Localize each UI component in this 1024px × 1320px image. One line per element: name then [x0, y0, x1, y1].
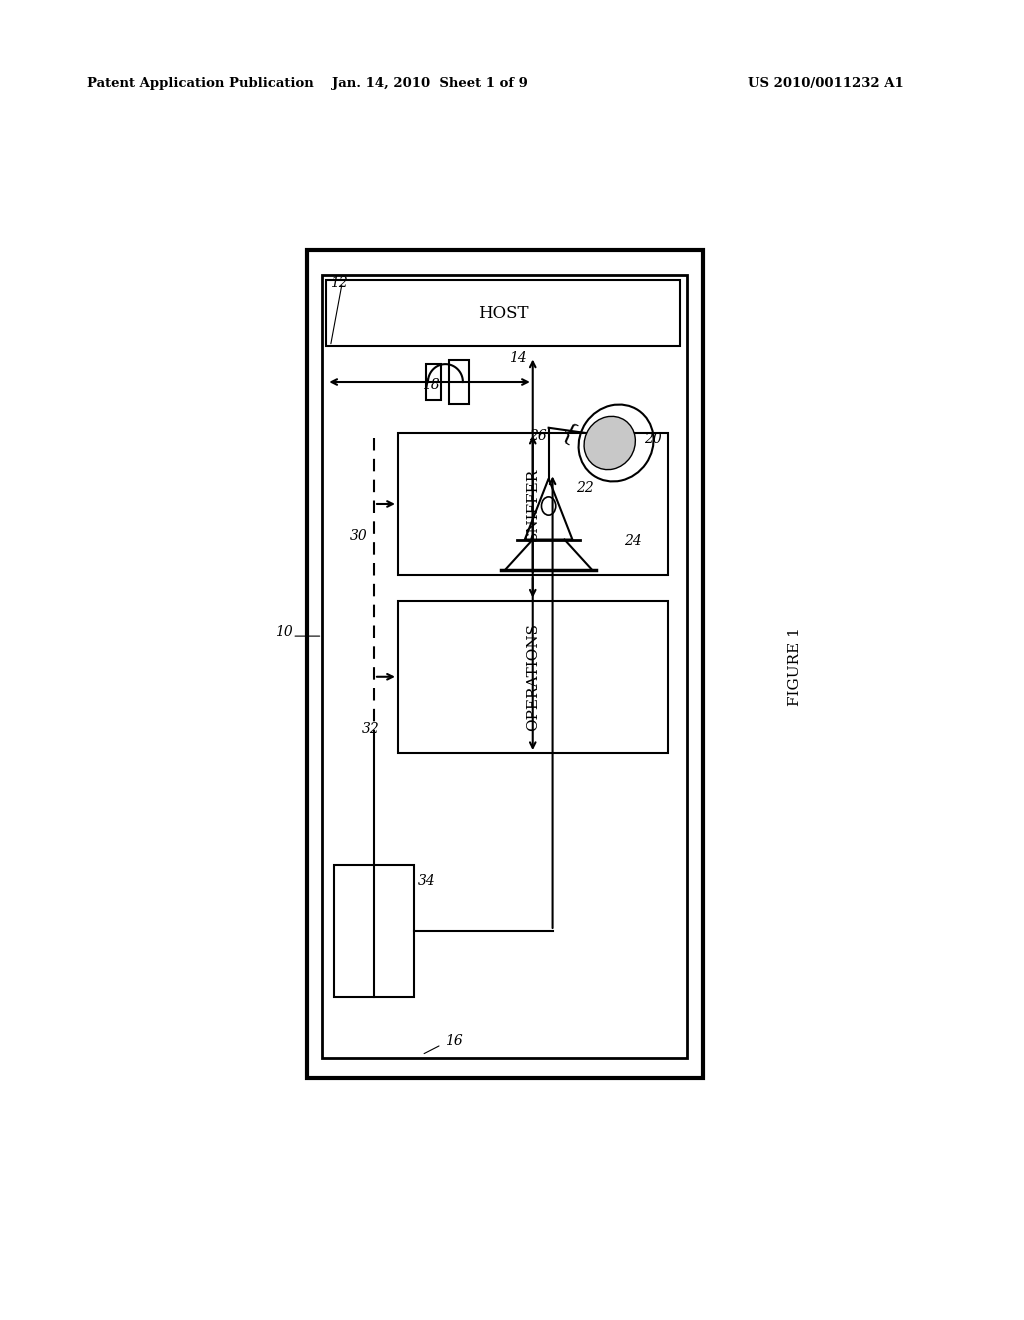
- Bar: [327, 280, 680, 346]
- Bar: [306, 249, 703, 1078]
- Text: 24: 24: [624, 533, 642, 548]
- Text: 14: 14: [509, 351, 526, 364]
- Text: OPERATIONS: OPERATIONS: [525, 623, 540, 731]
- Bar: [323, 276, 687, 1057]
- Text: HOST: HOST: [478, 305, 528, 322]
- Bar: [397, 601, 668, 752]
- Text: Patent Application Publication: Patent Application Publication: [87, 77, 313, 90]
- Text: SNIFFER: SNIFFER: [525, 467, 540, 541]
- Bar: [397, 433, 668, 576]
- Ellipse shape: [584, 416, 635, 470]
- Bar: [334, 865, 414, 997]
- Text: 20: 20: [644, 432, 662, 446]
- Text: 22: 22: [577, 480, 594, 495]
- Text: 12: 12: [331, 276, 348, 290]
- Text: 10: 10: [274, 626, 293, 639]
- Text: 32: 32: [362, 722, 380, 735]
- Text: {: {: [557, 421, 581, 449]
- Text: 34: 34: [418, 874, 435, 888]
- Bar: [426, 364, 441, 400]
- Text: FIGURE 1: FIGURE 1: [787, 627, 802, 706]
- Text: 30: 30: [350, 528, 368, 543]
- Text: Jan. 14, 2010  Sheet 1 of 9: Jan. 14, 2010 Sheet 1 of 9: [332, 77, 528, 90]
- Text: 16: 16: [445, 1034, 463, 1048]
- Text: US 2010/0011232 A1: US 2010/0011232 A1: [748, 77, 903, 90]
- Text: 18: 18: [422, 378, 439, 392]
- Bar: [450, 359, 469, 404]
- Text: 26: 26: [528, 429, 547, 444]
